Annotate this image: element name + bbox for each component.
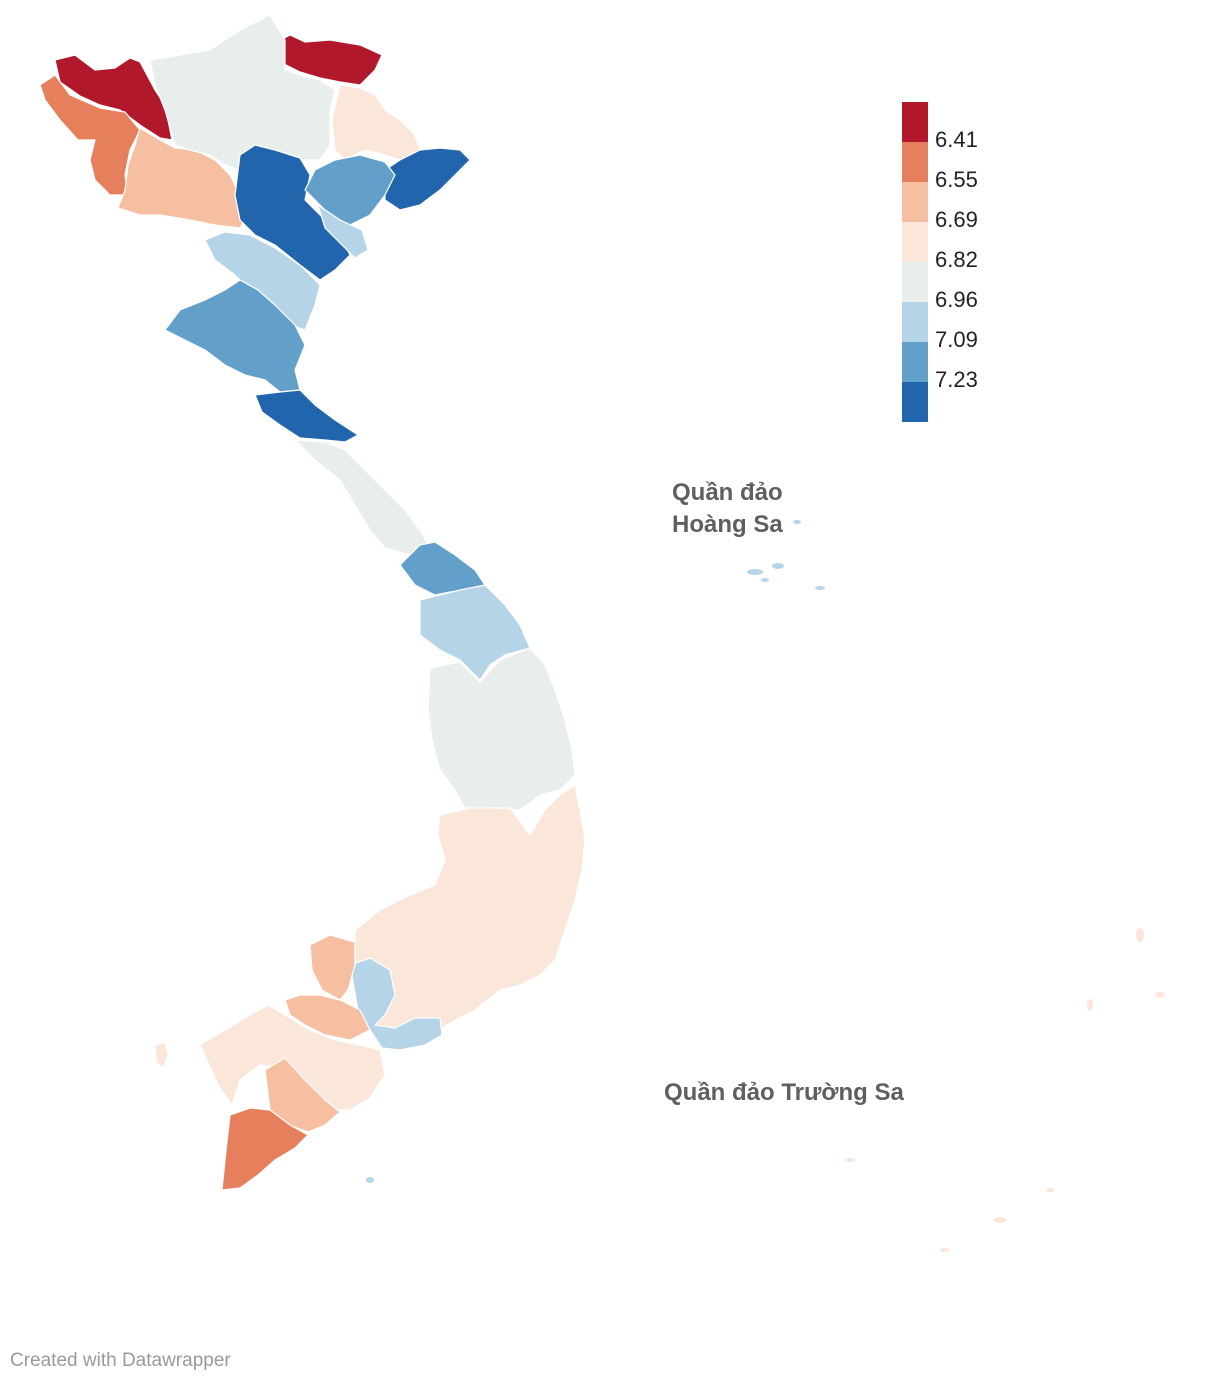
region-quang-ninh[interactable] <box>384 147 471 211</box>
region-an-giang-kien-giang[interactable] <box>199 1004 386 1111</box>
datawrapper-credit[interactable]: Created with Datawrapper <box>10 1350 231 1371</box>
legend-swatch-1 <box>902 102 928 142</box>
region-ca-mau[interactable] <box>221 1107 309 1191</box>
region-bac-giang[interactable] <box>304 154 396 226</box>
truong-sa-label: Quần đảo Trường Sa <box>664 1079 904 1106</box>
legend-swatch-6 <box>902 302 928 342</box>
legend-label-2: 6.55 <box>935 167 978 192</box>
region-dak-lak-khanh-hoa[interactable] <box>354 784 586 1041</box>
region-phu-tho-ha-noi[interactable] <box>234 144 351 281</box>
region-thanh-hoa[interactable] <box>204 231 321 331</box>
legend-label-4: 6.82 <box>935 247 978 272</box>
region-lao-cai-yen-bai[interactable] <box>149 14 336 171</box>
legend-swatch-7 <box>902 342 928 382</box>
region-gia-lai-kon-tum[interactable] <box>427 647 576 811</box>
hoang-sa-label: Quần đảo Hoàng Sa <box>672 477 783 541</box>
region-long-an[interactable] <box>284 994 371 1041</box>
hoang-sa-islands <box>747 520 825 590</box>
region-hai-duong[interactable] <box>317 204 369 259</box>
legend-swatch-8 <box>902 382 928 422</box>
region-quang-binh-hue[interactable] <box>294 439 431 556</box>
region-tay-ninh[interactable] <box>309 934 356 1001</box>
legend-swatch-2 <box>902 142 928 182</box>
region-ha-tinh[interactable] <box>254 389 359 443</box>
region-ho-chi-minh-city[interactable] <box>349 957 443 1051</box>
legend-label-5: 6.96 <box>935 287 978 312</box>
truong-sa-islands <box>845 928 1165 1252</box>
hoang-sa-label-line2: Hoàng Sa <box>672 511 783 538</box>
legend-label-6: 7.09 <box>935 327 978 352</box>
legend-swatch-4 <box>902 222 928 262</box>
legend-label-1: 6.41 <box>935 127 978 152</box>
hoang-sa-label-line1: Quần đảo <box>672 479 783 506</box>
region-quang-ngai[interactable] <box>419 584 531 681</box>
legend-label-7: 7.23 <box>935 367 978 392</box>
region-nghe-an[interactable] <box>164 279 306 393</box>
legend-label-3: 6.69 <box>935 207 978 232</box>
region-ha-giang[interactable] <box>271 34 383 86</box>
region-lang-son[interactable] <box>331 84 421 161</box>
legend-swatch-3 <box>902 182 928 222</box>
con-dao-island <box>366 1177 374 1183</box>
region-phu-quoc[interactable] <box>154 1041 169 1069</box>
legend-swatch-5 <box>902 262 928 302</box>
